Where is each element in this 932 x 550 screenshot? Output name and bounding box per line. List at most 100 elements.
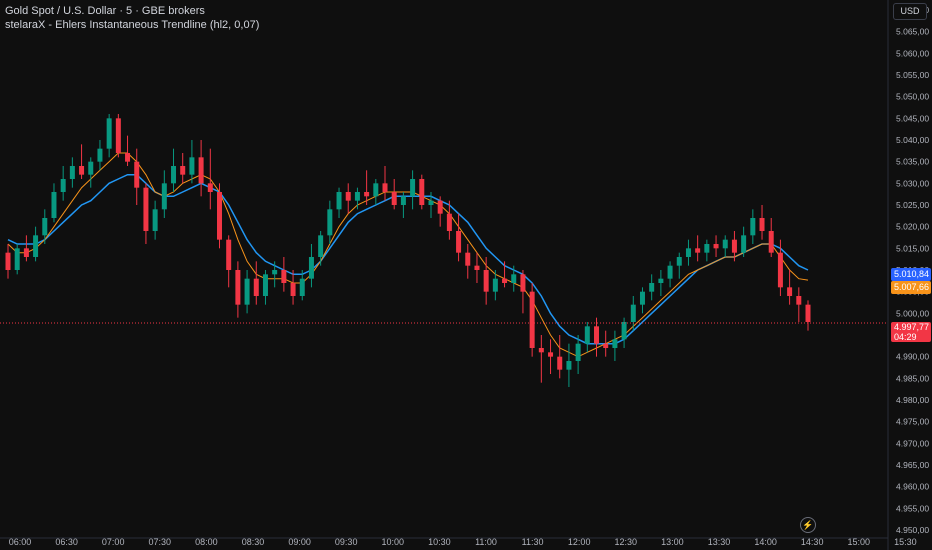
y-tick-label: 4.980,00: [896, 395, 929, 405]
y-tick-label: 5.015,00: [896, 243, 929, 253]
x-tick-label: 09:00: [288, 537, 311, 547]
candle: [410, 170, 416, 210]
x-tick-label: 14:00: [754, 537, 777, 547]
candle: [125, 135, 131, 166]
x-tick-label: 07:00: [102, 537, 125, 547]
candle: [262, 270, 268, 305]
last-price-label: 4.997,77 04:29: [891, 322, 931, 342]
candle: [796, 287, 802, 322]
y-tick-label: 5.065,00: [896, 27, 929, 37]
y-tick-label: 5.040,00: [896, 135, 929, 145]
x-tick-label: 13:30: [708, 537, 731, 547]
currency-button[interactable]: USD: [893, 3, 927, 20]
candle: [216, 183, 222, 249]
candle: [492, 270, 498, 301]
candle: [483, 257, 489, 305]
candle: [630, 296, 636, 331]
candle: [428, 192, 434, 218]
candle: [152, 200, 158, 240]
trend-blue-price-label: 5.010,84: [891, 268, 931, 281]
candle: [446, 200, 452, 240]
candle: [189, 140, 195, 184]
x-tick-label: 07:30: [149, 537, 172, 547]
y-tick-label: 5.000,00: [896, 308, 929, 318]
candle: [345, 183, 351, 214]
candle: [308, 244, 314, 288]
candle: [520, 270, 526, 314]
candle: [88, 157, 94, 188]
candle: [594, 317, 600, 357]
trend-orange-price-label: 5.007,66: [891, 281, 931, 294]
candle: [529, 283, 535, 357]
candle: [143, 183, 149, 244]
lightning-icon[interactable]: ⚡: [800, 517, 816, 533]
candle: [171, 148, 177, 192]
y-tick-label: 4.975,00: [896, 417, 929, 427]
y-tick-label: 4.990,00: [896, 352, 929, 362]
candle: [382, 166, 388, 201]
candle: [685, 239, 691, 266]
chart-title: Gold Spot / U.S. Dollar · 5 · GBE broker…: [5, 5, 205, 17]
y-tick-label: 5.055,00: [896, 70, 929, 80]
candle: [584, 322, 590, 353]
candle: [69, 157, 75, 188]
trendline-trend_orange: [7, 152, 809, 358]
candle: [5, 244, 11, 279]
candle: [23, 235, 29, 262]
x-axis[interactable]: 06:00 06:30 07:00 07:30 08:00 08:30 09:00 09:30…: [9, 537, 917, 547]
candle: [741, 226, 747, 257]
candle: [318, 231, 324, 266]
x-tick-label: 06:30: [55, 537, 78, 547]
candle: [354, 187, 360, 210]
candle: [695, 235, 701, 262]
x-tick-label: 11:00: [475, 537, 497, 547]
candle: [207, 148, 213, 210]
x-tick-label: 10:30: [428, 537, 451, 547]
candle: [722, 235, 728, 257]
candle: [437, 196, 443, 227]
trendlines: [7, 152, 809, 358]
candle: [557, 335, 563, 379]
x-tick-label: 08:00: [195, 537, 218, 547]
candle: [198, 140, 204, 197]
candle: [60, 166, 66, 201]
y-tick-label: 5.045,00: [896, 113, 929, 123]
candle: [639, 287, 645, 314]
candle: [731, 231, 737, 262]
candle: [299, 270, 305, 301]
x-tick-label: 12:00: [568, 537, 591, 547]
candle: [511, 265, 517, 292]
candle: [548, 339, 554, 374]
candle: [97, 140, 103, 171]
y-tick-label: 5.060,00: [896, 48, 929, 58]
x-tick-label: 13:00: [661, 537, 684, 547]
candle: [465, 244, 471, 279]
candle: [134, 148, 140, 205]
candle: [253, 261, 259, 305]
y-tick-label: 5.050,00: [896, 92, 929, 102]
candle: [759, 205, 765, 240]
y-tick-label: 5.025,00: [896, 200, 929, 210]
candle: [235, 261, 241, 318]
candle: [161, 170, 167, 218]
candle: [667, 261, 673, 288]
y-tick-label: 4.950,00: [896, 525, 929, 535]
candle: [419, 174, 425, 210]
candle: [649, 274, 655, 301]
candle: [777, 239, 783, 296]
indicator-label[interactable]: stelaraX - Ehlers Instantaneous Trendlin…: [5, 19, 260, 31]
candle: [281, 257, 287, 292]
candle: [364, 170, 370, 205]
candle: [244, 270, 250, 314]
candle: [79, 144, 85, 179]
candle: [621, 317, 627, 348]
candle: [768, 218, 774, 257]
candle: [33, 226, 39, 262]
candle: [115, 114, 121, 158]
candle: [575, 335, 581, 374]
candle: [713, 235, 719, 257]
candle: [180, 153, 186, 184]
x-tick-label: 08:30: [242, 537, 265, 547]
x-tick-label: 06:00: [9, 537, 32, 547]
